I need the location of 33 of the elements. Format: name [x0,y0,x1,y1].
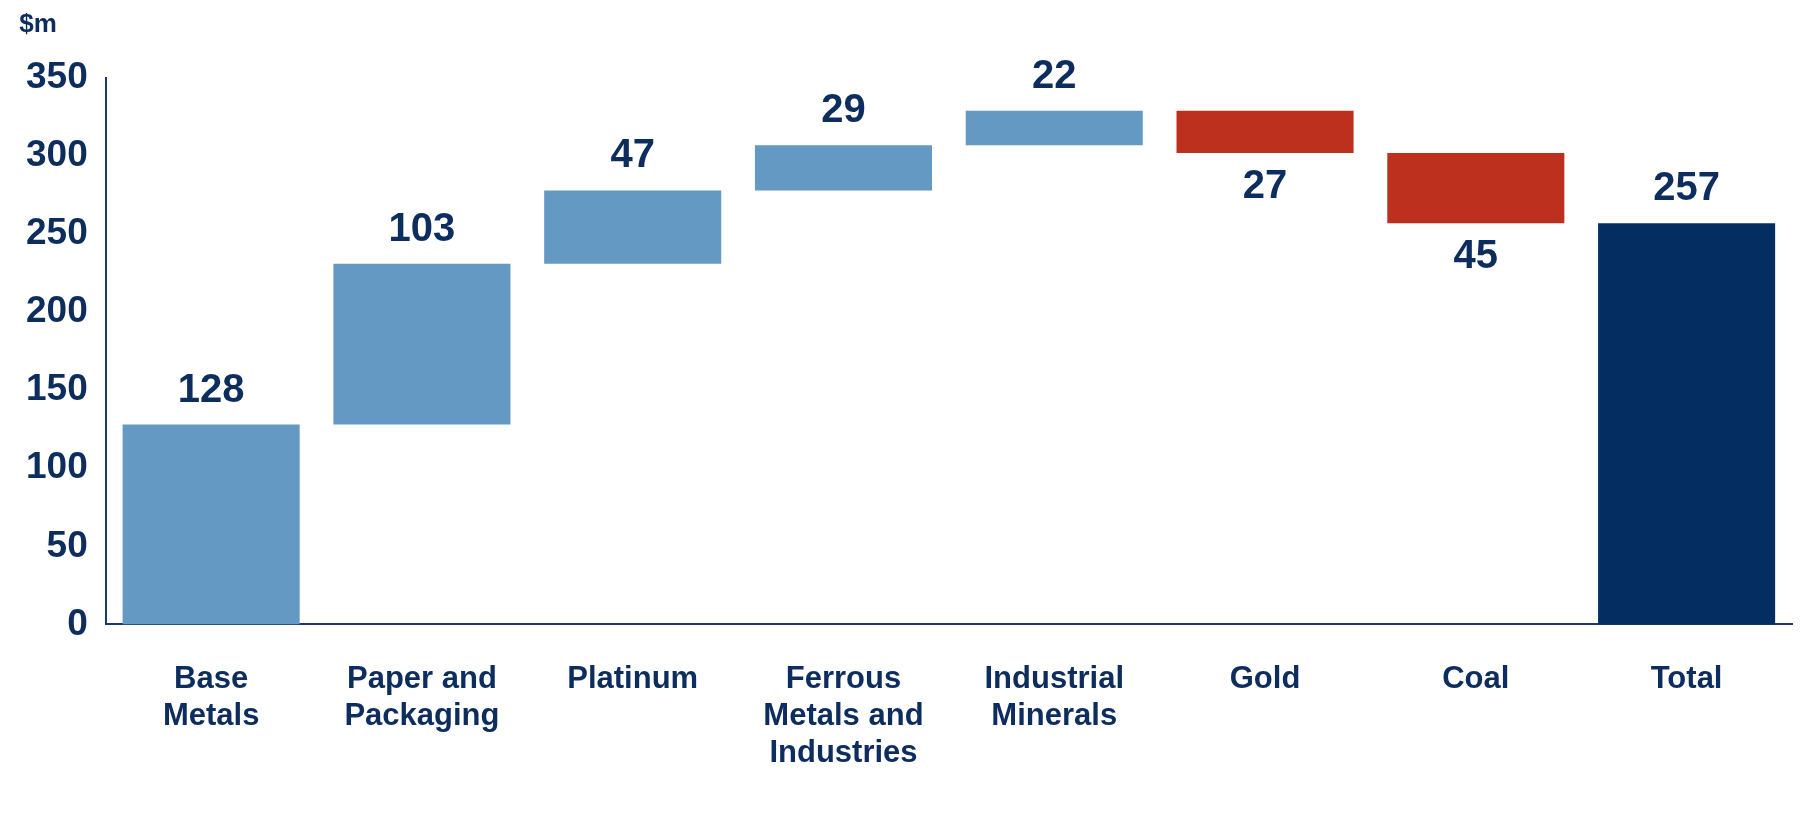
x-tick-label: Platinum [567,659,699,695]
bar [965,110,1143,146]
y-tick-label: 150 [26,367,88,409]
x-tick-label: Coal [1442,659,1510,695]
bar [1387,152,1565,224]
data-label: 29 [821,86,866,131]
bar [1598,223,1776,625]
x-tick-label: Paper and Packaging [344,659,500,732]
x-tick-label: Gold [1229,659,1301,695]
data-label: 22 [1032,51,1077,96]
bar [1176,110,1354,153]
y-tick-label: 300 [26,133,88,175]
data-label: 128 [177,365,245,410]
x-tick-label: Base Metals [162,659,260,732]
data-label: 47 [610,131,655,176]
data-label: 45 [1453,232,1499,277]
x-tick-label: Ferrous Metals and Industries [763,659,924,769]
y-tick-label: 50 [46,523,88,565]
y-axis-title: $m [19,8,57,39]
bar [122,424,300,625]
data-label: 27 [1242,161,1288,206]
y-tick-label: 250 [26,211,88,253]
data-label: 103 [388,204,456,249]
y-tick-label: 100 [26,445,88,487]
x-tick-label: Industrial Minerals [984,659,1125,732]
bar [544,190,722,264]
bar [333,263,511,425]
bar [754,145,932,191]
data-label: 257 [1653,164,1720,209]
x-tick-label: Total [1650,659,1723,695]
y-tick-label: 200 [26,289,88,331]
y-tick-label: 0 [67,601,88,643]
y-tick-label: 350 [26,55,88,97]
